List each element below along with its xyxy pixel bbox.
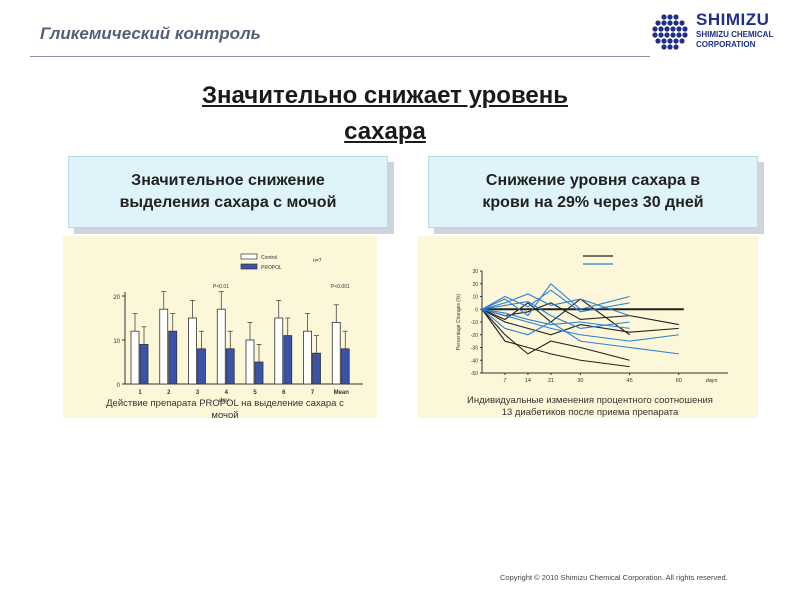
blood-sugar-caption-line1: Индивидуальные изменения процентного соо… bbox=[467, 395, 713, 406]
urine-sugar-chart-panel: 0 10 20 1 2 3 4 5 6 7 Mean day Control PROPOL P<0.01 P<… bbox=[63, 236, 377, 418]
urine-sugar-caption-line1: Действие препарата PROPOL на выделение с… bbox=[106, 398, 344, 409]
series-line bbox=[481, 302, 679, 326]
series-line bbox=[481, 301, 630, 329]
bar-control bbox=[331, 322, 341, 385]
legend-swatch-control bbox=[240, 253, 258, 260]
bar-control bbox=[245, 339, 255, 385]
y-tick-label: -20 bbox=[471, 333, 478, 339]
x-axis-label: day bbox=[219, 398, 229, 404]
bar-propol bbox=[197, 348, 206, 385]
header-title: Гликемический контроль bbox=[40, 24, 261, 43]
bar-propol bbox=[139, 344, 149, 385]
x-tick-label: 1 bbox=[138, 390, 142, 396]
blood-sugar-heading-line1: Снижение уровня сахара в bbox=[485, 172, 701, 189]
x-tick-label: 2 bbox=[167, 390, 171, 396]
urine-sugar-heading-line2: выделения сахара с мочой bbox=[119, 194, 337, 211]
logo-subtitle: SHIMIZU CHEMICAL CORPORATION bbox=[696, 30, 773, 50]
blood-sugar-caption: Индивидуальные изменения процентного соо… bbox=[425, 395, 755, 419]
urine-sugar-heading-line1: Значительное снижение bbox=[131, 172, 325, 189]
y-tick-label: 10 bbox=[472, 295, 478, 301]
annotation-n: n=7 bbox=[313, 258, 322, 264]
x-tick-label: Mean bbox=[334, 390, 350, 396]
urine-sugar-caption-line2: мочой bbox=[211, 410, 239, 421]
series-line bbox=[481, 289, 630, 313]
x-tick-label: 60 bbox=[676, 378, 682, 384]
blood-sugar-caption-line2: 13 диабетиков после приема препарата bbox=[501, 407, 679, 418]
y-tick-label: 0 bbox=[475, 307, 478, 313]
x-tick-label: 21 bbox=[548, 378, 554, 384]
bar-control bbox=[216, 308, 226, 385]
series-line bbox=[481, 308, 630, 368]
bar-propol bbox=[254, 361, 264, 385]
x-tick-label: 7 bbox=[503, 378, 506, 384]
urine-sugar-caption: Действие препарата PROPOL на выделение с… bbox=[85, 398, 365, 422]
annotation-p: P<0.01 bbox=[213, 284, 229, 290]
x-axis-label: days bbox=[706, 378, 718, 384]
bar-control bbox=[274, 317, 284, 385]
x-tick-label: 45 bbox=[627, 378, 633, 384]
blood-sugar-heading-box: Снижение уровня сахара в крови на 29% че… bbox=[428, 156, 758, 228]
x-tick-label: 14 bbox=[525, 378, 531, 384]
y-tick-label: 30 bbox=[472, 269, 478, 275]
y-tick-label: 10 bbox=[113, 339, 120, 345]
slide-title: Значительно снижает уровень сахара bbox=[140, 78, 630, 150]
slide-title-line2: сахара bbox=[344, 118, 426, 145]
series-line bbox=[481, 308, 679, 342]
company-logo: SHIMIZU SHIMIZU CHEMICAL CORPORATION bbox=[650, 10, 790, 55]
bar-control bbox=[303, 330, 312, 385]
x-tick-label: 5 bbox=[253, 390, 257, 396]
slide-title-line1: Значительно снижает уровень bbox=[202, 82, 568, 109]
bar-control bbox=[130, 330, 140, 385]
logo-subtitle-line2: CORPORATION bbox=[696, 40, 756, 49]
legend-label-control: Control bbox=[261, 255, 277, 261]
bar-propol bbox=[168, 330, 178, 385]
bar-propol bbox=[340, 348, 350, 385]
y-axis-label: Percentage Changes (%) bbox=[456, 294, 462, 350]
bar-control bbox=[159, 308, 169, 385]
header-divider bbox=[30, 56, 650, 57]
blood-sugar-line-chart: 30 20 10 0 -10 -20 -30 -40 -50 Percentage Changes… bbox=[456, 255, 728, 384]
logo-dots-icon bbox=[652, 14, 688, 50]
series-line bbox=[481, 308, 679, 355]
y-tick-label: -30 bbox=[471, 346, 478, 352]
series-line bbox=[481, 282, 630, 317]
logo-wordmark: SHIMIZU bbox=[696, 10, 770, 29]
x-tick-label: 7 bbox=[311, 390, 315, 396]
y-tick-label: -50 bbox=[471, 371, 478, 377]
series-line bbox=[481, 308, 679, 336]
y-tick-label: 0 bbox=[117, 383, 121, 389]
legend-swatch-propol bbox=[240, 263, 258, 270]
copyright-notice: Copyright © 2010 Shimizu Chemical Corpor… bbox=[500, 573, 728, 582]
x-tick-label: 6 bbox=[282, 390, 286, 396]
series-line bbox=[481, 308, 630, 329]
y-tick-label: 20 bbox=[113, 295, 120, 301]
y-tick-label: 20 bbox=[472, 282, 478, 288]
y-tick-label: -40 bbox=[471, 358, 478, 364]
x-tick-label: 4 bbox=[225, 390, 229, 396]
blood-sugar-chart-panel: 30 20 10 0 -10 -20 -30 -40 -50 Percentage Changes… bbox=[418, 236, 758, 418]
urine-sugar-heading-box: Значительное снижение выделения сахара с… bbox=[68, 156, 388, 228]
y-tick-label: -10 bbox=[471, 320, 478, 326]
blood-sugar-heading-line2: крови на 29% через 30 дней bbox=[482, 194, 704, 211]
logo-subtitle-line1: SHIMIZU CHEMICAL bbox=[696, 30, 774, 39]
x-tick-label: 3 bbox=[196, 390, 200, 396]
series-line bbox=[481, 298, 630, 336]
series-line bbox=[481, 308, 630, 361]
annotation-p: P<0.001 bbox=[331, 284, 350, 290]
x-tick-label: 30 bbox=[577, 378, 583, 384]
urine-sugar-bar-chart: 0 10 20 1 2 3 4 5 6 7 Mean day Control PROPOL P<0.01 P<… bbox=[113, 253, 363, 404]
bar-propol bbox=[312, 352, 321, 385]
bar-propol bbox=[225, 348, 235, 385]
bar-control bbox=[188, 317, 197, 385]
bar-propol bbox=[283, 335, 293, 385]
legend-label-propol: PROPOL bbox=[261, 265, 282, 271]
